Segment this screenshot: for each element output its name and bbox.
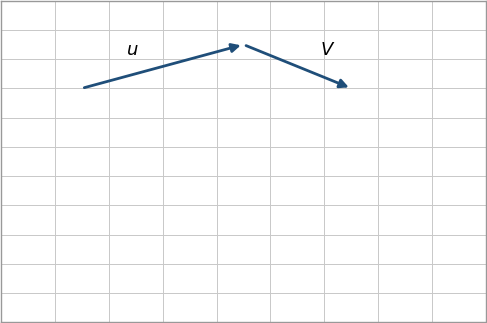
Text: V: V: [321, 41, 333, 59]
Text: u: u: [127, 41, 139, 59]
